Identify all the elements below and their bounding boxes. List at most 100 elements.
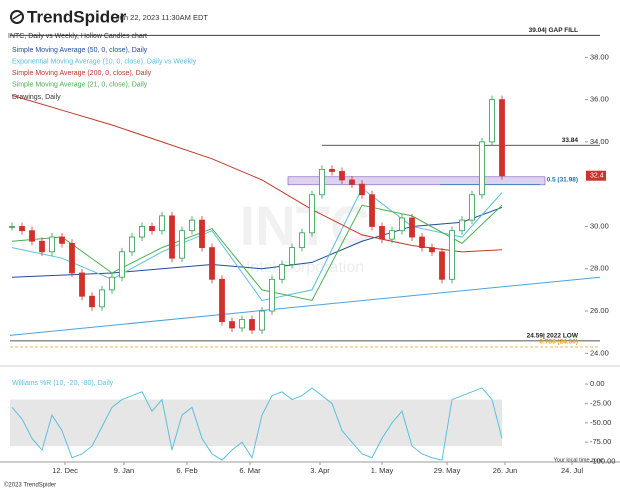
candle [259,310,265,331]
candle [219,278,225,323]
candle [119,251,125,278]
candle [349,179,355,185]
candle [159,215,165,232]
candle [469,194,475,221]
x-tick-label: 24. Jul [561,466,583,475]
candle [389,230,395,240]
legend-entry: Simple Moving Average (50, 0, close), Da… [12,47,148,54]
level-label: 33.84 [562,137,579,144]
candle [59,236,65,244]
candle [239,319,245,329]
candle [329,168,335,172]
y-tick-label: -75.00 [590,437,611,446]
x-tick-label: 26. Jun [493,466,518,475]
candle [379,226,385,240]
candle [459,219,465,232]
y-tick-label: 30.00 [590,221,609,230]
copyright: ©2023 TrendSpider [4,482,56,489]
x-tick-label: 3. Apr [310,466,330,475]
brand: TrendSpider [27,7,127,26]
y-tick-label: 38.00 [590,52,609,61]
candle [299,232,305,249]
williams-band [10,399,502,447]
candle [429,247,435,253]
candle [499,99,505,177]
timestamp: Jun 22, 2023 11:30AM EDT [116,13,208,22]
y-tick-label: -25.00 [590,398,611,407]
candle [309,194,315,234]
trendline [9,276,601,336]
y-tick-label: 34.00 [590,137,609,146]
williams-legend: Williams %R (10, -20, -80), Daily [12,380,114,387]
y-tick-label: 28.00 [590,264,609,273]
x-tick-label: 12. Dec [52,466,78,475]
drawings-label: Drawings, Daily [12,94,61,101]
candle [29,230,35,242]
y-tick-label: 26.00 [590,306,609,315]
moving-average [11,187,503,302]
candle [89,295,95,308]
candle [479,141,485,196]
candle [39,240,45,253]
candle [109,276,115,291]
level-label: 39.04| GAP FILL [529,27,578,34]
logo-icon [10,10,24,24]
candle [169,215,175,259]
williams-line [11,387,503,461]
candle [19,226,25,232]
candle [179,230,185,259]
legend-entry: Exponential Moving Average (10, 0, close… [12,58,197,65]
candle [289,247,295,265]
candle [99,289,105,308]
candle [69,242,75,274]
candle [129,236,135,253]
logo-icon [12,13,22,20]
x-tick-label: 6. Mar [239,466,261,475]
logo [10,10,24,24]
moving-average [11,204,503,302]
level-label: 0.5 (31.98) [547,176,578,183]
legend-entry: Simple Moving Average (200, 0, close), D… [12,70,152,77]
moving-average [11,94,503,253]
candle [319,168,325,196]
candle [149,226,155,232]
candle [279,264,285,280]
last-price-label: 32.4 [590,173,604,180]
candle [9,226,15,228]
chart-title: INTC, Daily vs Weekly, Hollow Candles ch… [8,33,147,40]
candle [209,247,215,280]
candle [229,321,235,329]
candle [409,217,415,238]
candle [49,236,55,253]
support-zone [287,176,546,186]
watermark-symbol: INTC [240,194,371,257]
candle [449,230,455,280]
candle [249,319,255,331]
candle [339,171,345,181]
watermark-company: Intel Corporation [246,259,364,276]
candle [199,219,205,249]
candle [489,99,495,143]
level-label: 0.786 (24.30) [539,339,578,346]
timezone-note: Your local time zone [554,457,603,463]
legend-entry: Simple Moving Average (21, 0, close), Da… [12,81,148,88]
y-tick-label: 0.00 [590,379,605,388]
candle [79,272,85,297]
x-tick-label: 1. May [371,466,394,475]
x-tick-label: 6. Feb [176,466,197,475]
last-price-tag [586,170,606,181]
y-tick-label: 24.00 [590,348,609,357]
x-tick-label: 29. May [434,466,461,475]
candle [359,183,365,196]
candle [139,226,145,238]
candle [439,251,445,280]
candle [189,219,195,232]
level-label: 24.59| 2022 LOW [527,333,579,340]
candle [419,236,425,248]
candle [399,217,405,232]
candle [369,194,375,227]
y-tick-label: -100.00 [590,457,615,466]
x-tick-label: 9. Jan [114,466,134,475]
y-tick-label: -50.00 [590,418,611,427]
